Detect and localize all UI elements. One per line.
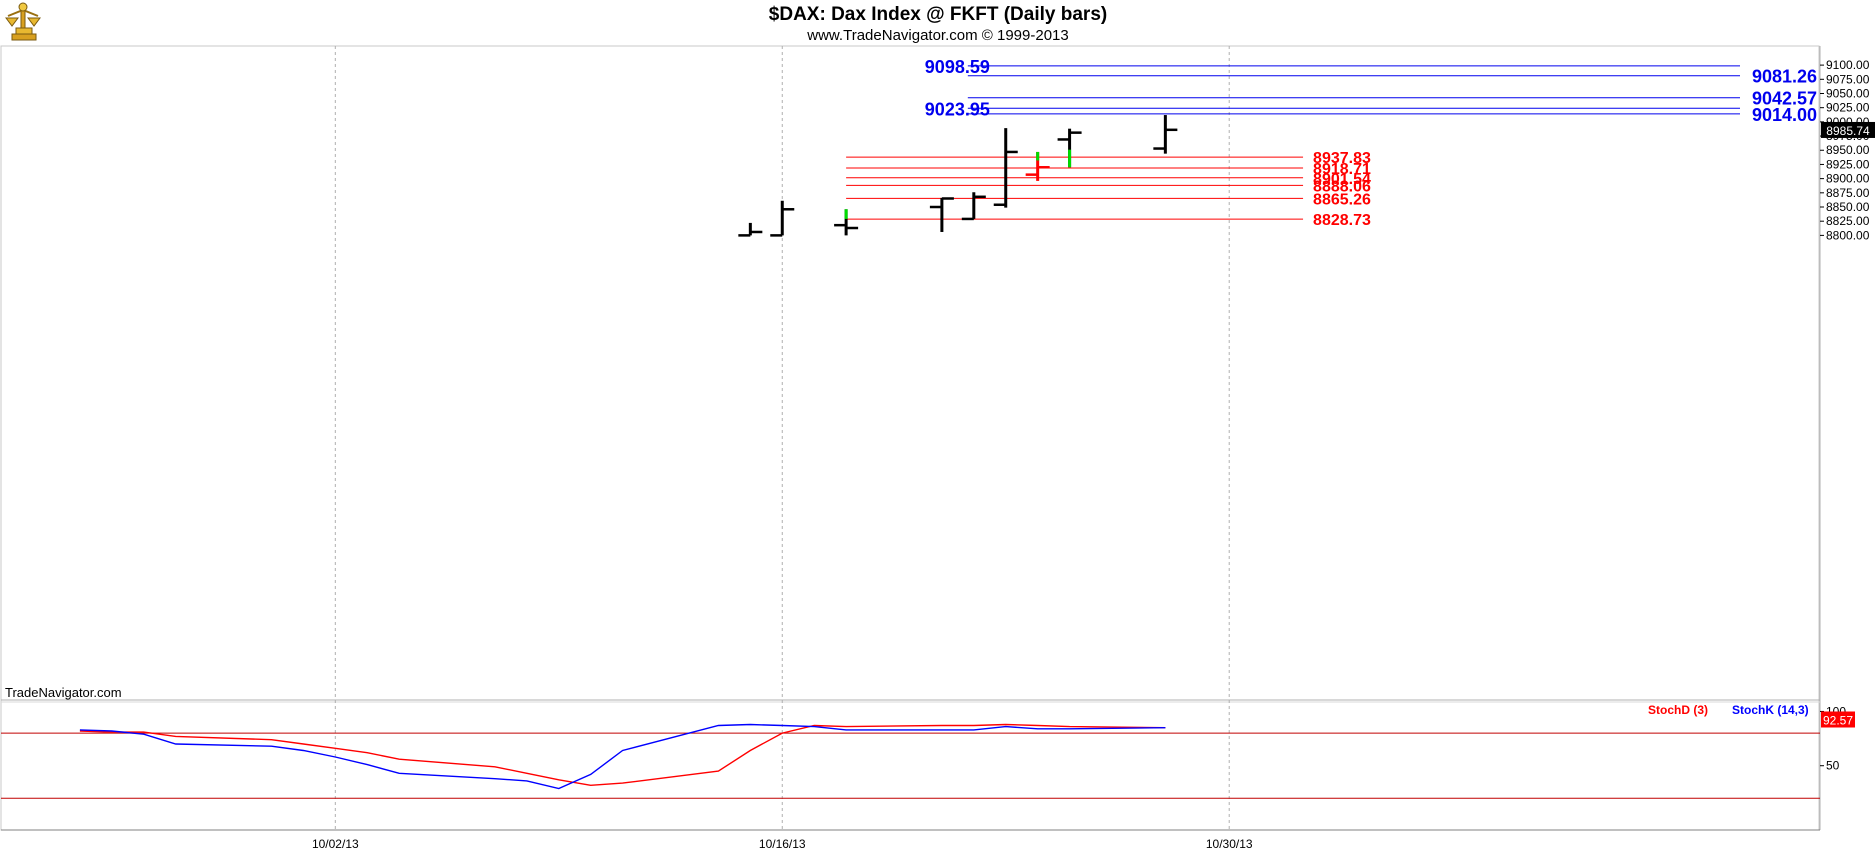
price-tick-label: 8925.00 xyxy=(1826,157,1870,171)
price-tick-label: 8875.00 xyxy=(1826,186,1870,200)
x-tick-label: 10/02/13 xyxy=(312,837,359,851)
last-price-badge xyxy=(1821,121,1875,138)
stoch-legend-entry: StochD (3) xyxy=(1648,703,1708,717)
price-tick-label: 9050.00 xyxy=(1826,86,1870,100)
price-tick-label: 8800.00 xyxy=(1826,228,1870,242)
x-tick-label: 10/30/13 xyxy=(1206,837,1253,851)
resistance-label: 9014.00 xyxy=(1752,105,1817,125)
support-label: 8888.06 xyxy=(1313,178,1371,195)
resistance-label: 9081.26 xyxy=(1752,67,1817,87)
support-label: 8865.26 xyxy=(1313,191,1371,208)
support-label: 8918.71 xyxy=(1313,161,1371,178)
header: $DAX: Dax Index @ FKFT (Daily bars) www.… xyxy=(5,2,1107,44)
bars-layer xyxy=(738,115,1178,237)
last-stoch-label: 92.57 xyxy=(1823,713,1853,727)
price-tick-label: 9100.00 xyxy=(1826,58,1870,72)
price-tick-label: 8900.00 xyxy=(1826,172,1870,186)
price-tick-label: 8950.00 xyxy=(1826,143,1870,157)
stoch-legend-entry: StochK (14,3) xyxy=(1732,703,1809,717)
price-tick-label: 9075.00 xyxy=(1826,72,1870,86)
resistance-label: 9023.95 xyxy=(925,99,990,119)
resistance-label: 9042.57 xyxy=(1752,89,1817,109)
support-label: 8828.73 xyxy=(1313,212,1371,229)
stoch-series-line xyxy=(79,723,1166,790)
price-tick-label: 8825.00 xyxy=(1826,214,1870,228)
watermark: TradeNavigator.com xyxy=(5,685,122,700)
price-tick-label: 8850.00 xyxy=(1826,200,1870,214)
stochastic-layer: StochD (3) StochK (14,3) xyxy=(1,703,1820,799)
resistance-label: 9098.59 xyxy=(925,57,990,77)
last-stoch-badge xyxy=(1821,711,1855,728)
stoch-series-line xyxy=(79,723,1166,787)
chart-subtitle: www.TradeNavigator.com © 1999-2013 xyxy=(806,27,1068,44)
grid-layer xyxy=(334,46,1230,830)
stoch-tick-label: 50 xyxy=(1826,759,1840,773)
trade-navigator-logo-icon xyxy=(5,2,41,41)
last-price-label: 8985.74 xyxy=(1826,124,1870,138)
support-label: 8937.83 xyxy=(1313,150,1371,167)
support-label: 8901.54 xyxy=(1313,171,1371,188)
x-tick-label: 10/16/13 xyxy=(759,837,806,851)
plot-area-frame xyxy=(0,45,1820,831)
chart-title: $DAX: Dax Index @ FKFT (Daily bars) xyxy=(769,4,1107,25)
axes-layer: 10/02/13 10/16/13 10/30/138800.008825.0088… xyxy=(312,58,1875,851)
price-tick-label: 9025.00 xyxy=(1826,101,1870,115)
